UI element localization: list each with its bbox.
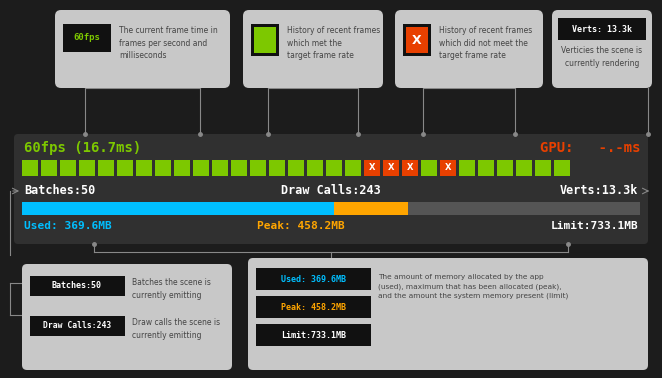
Bar [254, 27, 276, 53]
Bar [403, 24, 431, 56]
Text: X: X [412, 34, 422, 46]
Bar [554, 160, 570, 176]
Text: Used: 369.6MB: Used: 369.6MB [24, 221, 112, 231]
Bar [98, 160, 114, 176]
Bar [256, 296, 371, 318]
Bar [30, 316, 125, 336]
Bar [345, 160, 361, 176]
Text: Limit:733.1MB: Limit:733.1MB [281, 330, 346, 339]
Bar [497, 160, 513, 176]
Bar [326, 160, 342, 176]
Text: X: X [445, 164, 451, 172]
FancyBboxPatch shape [395, 10, 543, 88]
Text: X: X [369, 164, 375, 172]
Text: Draw Calls:243: Draw Calls:243 [281, 184, 381, 197]
Bar [136, 160, 152, 176]
Bar [402, 160, 418, 176]
FancyBboxPatch shape [14, 134, 648, 244]
Bar [63, 24, 111, 52]
Text: GPU:   -.-ms: GPU: -.-ms [540, 141, 640, 155]
Text: Verts:13.3k: Verts:13.3k [559, 184, 638, 197]
Bar [22, 202, 640, 215]
Bar [334, 202, 408, 215]
Bar [558, 18, 646, 40]
Text: Verticies the scene is
currently rendering: Verticies the scene is currently renderi… [561, 46, 643, 68]
Bar [421, 160, 437, 176]
Bar [155, 160, 171, 176]
Text: Verts: 13.3k: Verts: 13.3k [572, 25, 632, 34]
Bar [79, 160, 95, 176]
Text: 60fps (16.7ms): 60fps (16.7ms) [24, 141, 141, 155]
Bar [30, 276, 125, 296]
Text: X: X [388, 164, 395, 172]
Text: Limit:733.1MB: Limit:733.1MB [550, 221, 638, 231]
Bar [269, 160, 285, 176]
Text: Batches:50: Batches:50 [52, 282, 102, 291]
FancyBboxPatch shape [243, 10, 383, 88]
Bar [288, 160, 304, 176]
Bar [251, 24, 279, 56]
Text: 60fps: 60fps [73, 34, 101, 42]
Bar [440, 160, 456, 176]
Bar [250, 160, 266, 176]
Bar [256, 268, 371, 290]
Bar [212, 160, 228, 176]
Text: History of recent frames
which did not meet the
target frame rate: History of recent frames which did not m… [439, 26, 532, 60]
Text: Peak: 458.2MB: Peak: 458.2MB [281, 302, 346, 311]
Bar [22, 202, 334, 215]
Bar [478, 160, 494, 176]
Bar [193, 160, 209, 176]
FancyBboxPatch shape [552, 10, 652, 88]
Bar [383, 160, 399, 176]
Text: Peak: 458.2MB: Peak: 458.2MB [257, 221, 345, 231]
Bar [535, 160, 551, 176]
Text: X: X [406, 164, 413, 172]
Bar [406, 27, 428, 53]
Bar [307, 160, 323, 176]
FancyBboxPatch shape [248, 258, 648, 370]
Text: Batches the scene is
currently emitting: Batches the scene is currently emitting [132, 278, 211, 299]
Bar [459, 160, 475, 176]
Bar [256, 324, 371, 346]
Bar [516, 160, 532, 176]
Bar [231, 160, 247, 176]
Text: Used: 369.6MB: Used: 369.6MB [281, 274, 346, 284]
Bar [364, 160, 380, 176]
Text: The amount of memory allocated by the app
(used), maximum that has been allocate: The amount of memory allocated by the ap… [378, 274, 569, 299]
Bar [60, 160, 76, 176]
Bar [117, 160, 133, 176]
Bar [41, 160, 57, 176]
Text: Draw Calls:243: Draw Calls:243 [43, 322, 111, 330]
Text: History of recent frames
which met the
target frame rate: History of recent frames which met the t… [287, 26, 380, 60]
Text: The current frame time in
frames per second and
milliseconds: The current frame time in frames per sec… [119, 26, 218, 60]
FancyBboxPatch shape [22, 264, 232, 370]
Text: Draw calls the scene is
currently emitting: Draw calls the scene is currently emitti… [132, 318, 220, 339]
Bar [22, 160, 38, 176]
Bar [174, 160, 190, 176]
FancyBboxPatch shape [55, 10, 230, 88]
Text: Batches:50: Batches:50 [24, 184, 95, 197]
